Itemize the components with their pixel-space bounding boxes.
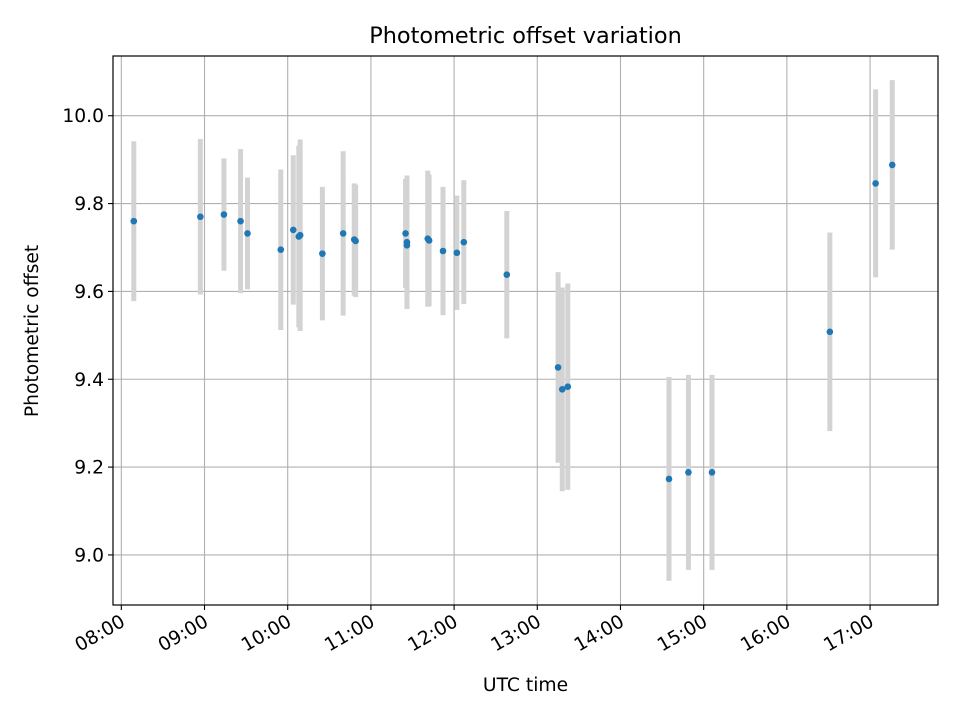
y-tick-label: 10.0 xyxy=(62,106,104,127)
data-point xyxy=(453,249,461,257)
x-axis-label: UTC time xyxy=(483,675,568,696)
data-point xyxy=(558,386,566,393)
data-point xyxy=(872,180,879,187)
data-point xyxy=(319,250,326,257)
y-axis-label: Photometric offset xyxy=(22,245,43,417)
y-tick-label: 9.6 xyxy=(74,282,104,303)
data-point xyxy=(685,469,692,476)
data-point xyxy=(237,217,244,225)
data-point xyxy=(708,469,716,476)
data-point xyxy=(564,383,572,391)
chart-title: Photometric offset variation xyxy=(369,23,682,49)
data-point xyxy=(888,161,896,169)
data-point xyxy=(289,226,297,234)
data-point xyxy=(220,211,228,218)
data-point xyxy=(403,238,411,246)
data-point xyxy=(554,364,562,371)
data-point xyxy=(339,230,347,237)
y-tick-label: 9.2 xyxy=(74,458,104,479)
data-point xyxy=(425,237,433,244)
data-point xyxy=(665,475,673,483)
axis-ticks: 08:00 09:00 10:00 11:00 12:00 13:00 14:00 15:00… xyxy=(62,106,877,656)
data-point xyxy=(503,271,511,279)
y-tick-label: 9.8 xyxy=(74,194,104,215)
plot-frame xyxy=(112,55,939,606)
data-point xyxy=(352,237,359,245)
y-tick-label: 9.0 xyxy=(74,545,104,566)
data-point xyxy=(439,247,447,255)
data-point xyxy=(296,231,304,239)
data-point xyxy=(244,230,251,237)
data-point xyxy=(130,217,138,225)
data-point xyxy=(197,213,204,221)
data-point xyxy=(460,238,468,246)
y-tick-label: 9.4 xyxy=(74,370,104,391)
data-point xyxy=(277,246,285,253)
data-points xyxy=(130,161,896,483)
data-point xyxy=(826,328,834,336)
data-point xyxy=(402,230,409,237)
grid xyxy=(113,56,938,605)
